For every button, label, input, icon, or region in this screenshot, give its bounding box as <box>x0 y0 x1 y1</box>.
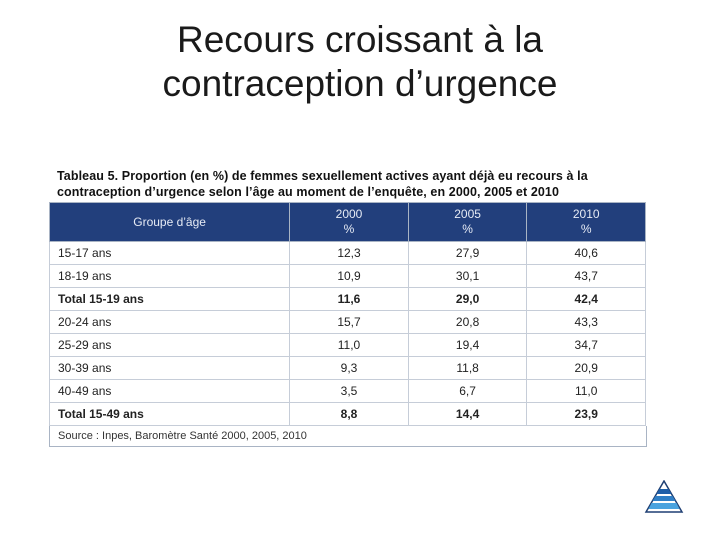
cell-2010: 34,7 <box>526 333 646 357</box>
header-2000: 2000 % <box>289 202 409 242</box>
header-age-group-label: Groupe d’âge <box>133 214 206 229</box>
header-age-group: Groupe d’âge <box>48 202 291 242</box>
row-label: 30-39 ans <box>48 356 291 380</box>
cell-2000: 15,7 <box>289 310 409 334</box>
cell-2010: 40,6 <box>526 241 646 265</box>
header-2005-unit: % <box>462 222 473 236</box>
header-2010-year: 2010 <box>572 207 600 221</box>
table-row: 18-19 ans 10,9 30,1 43,7 <box>48 264 646 288</box>
row-label: Total 15-49 ans <box>48 402 291 426</box>
data-table: Groupe d’âge 2000 % 2005 % 2010 % 15-17 … <box>48 202 646 426</box>
cell-2005: 6,7 <box>407 379 528 403</box>
cell-2000: 3,5 <box>289 379 409 403</box>
header-2000-year: 2000 <box>335 207 363 221</box>
table-row-total: Total 15-19 ans 11,6 29,0 42,4 <box>48 287 646 311</box>
cell-2005: 19,4 <box>407 333 528 357</box>
cell-2005: 14,4 <box>407 402 528 426</box>
row-label: 15-17 ans <box>48 241 291 265</box>
header-2010: 2010 % <box>526 202 646 242</box>
cell-2000: 12,3 <box>289 241 409 265</box>
row-label: Total 15-19 ans <box>48 287 291 311</box>
cell-2010: 11,0 <box>526 379 646 403</box>
cell-2000: 10,9 <box>289 264 409 288</box>
row-label: 20-24 ans <box>48 310 291 334</box>
cell-2010: 23,9 <box>526 402 646 426</box>
row-label: 25-29 ans <box>48 333 291 357</box>
header-2005: 2005 % <box>407 202 528 242</box>
slide-title-line-2: contraception d’urgence <box>162 63 558 104</box>
table-caption: Tableau 5. Proportion (en %) de femmes s… <box>49 168 646 200</box>
cell-2000: 8,8 <box>289 402 409 426</box>
header-2005-year: 2005 <box>454 207 481 221</box>
cell-2005: 11,8 <box>407 356 528 380</box>
cell-2010: 43,7 <box>526 264 646 288</box>
cell-2005: 27,9 <box>407 241 528 265</box>
table-row-total: Total 15-49 ans 8,8 14,4 23,9 <box>48 402 646 426</box>
table-caption-line-1: Tableau 5. Proportion (en %) de femmes s… <box>57 169 588 183</box>
table-figure: Tableau 5. Proportion (en %) de femmes s… <box>48 168 647 447</box>
table-header-row: Groupe d’âge 2000 % 2005 % 2010 % <box>48 202 646 242</box>
cell-2000: 11,6 <box>289 287 409 311</box>
table-row: 40-49 ans 3,5 6,7 11,0 <box>48 379 646 403</box>
cell-2005: 20,8 <box>407 310 528 334</box>
table-row: 15-17 ans 12,3 27,9 40,6 <box>48 241 646 265</box>
table-row: 20-24 ans 15,7 20,8 43,3 <box>48 310 646 334</box>
header-2010-unit: % <box>580 222 592 236</box>
cell-2010: 20,9 <box>526 356 646 380</box>
slide-title: Recours croissant à la contraception d’u… <box>60 18 660 106</box>
header-2000-unit: % <box>343 222 355 236</box>
row-label: 18-19 ans <box>48 264 291 288</box>
slide-title-line-1: Recours croissant à la <box>176 19 544 60</box>
cell-2005: 30,1 <box>407 264 528 288</box>
cell-2005: 29,0 <box>407 287 528 311</box>
pyramid-logo-icon <box>644 479 684 514</box>
cell-2010: 43,3 <box>526 310 646 334</box>
cell-2010: 42,4 <box>526 287 646 311</box>
table-source: Source : Inpes, Baromètre Santé 2000, 20… <box>49 426 647 447</box>
cell-2000: 11,0 <box>289 333 409 357</box>
table-row: 25-29 ans 11,0 19,4 34,7 <box>48 333 646 357</box>
table-caption-line-2: contraception d’urgence selon l’âge au m… <box>57 185 560 199</box>
table-row: 30-39 ans 9,3 11,8 20,9 <box>48 356 646 380</box>
row-label: 40-49 ans <box>48 379 291 403</box>
cell-2000: 9,3 <box>289 356 409 380</box>
